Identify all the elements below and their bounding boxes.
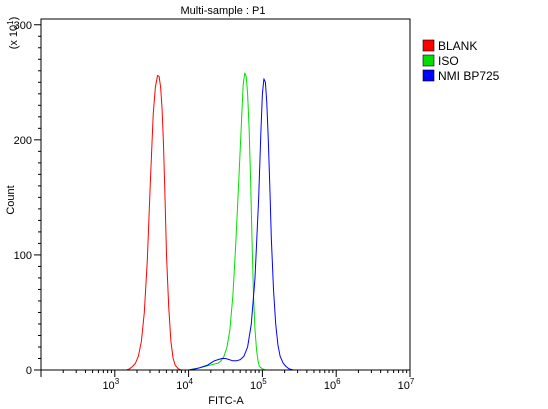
x-tick-label: 105 <box>250 377 267 392</box>
series-line-2 <box>188 72 270 371</box>
y-tick-label: 300 <box>14 20 32 32</box>
legend-label: BLANK <box>438 39 477 53</box>
x-axis-title: FITC-A <box>208 395 244 407</box>
series-line-1 <box>126 74 182 371</box>
legend-label: NMI BP725 <box>438 69 500 83</box>
y-axis-title: Count <box>5 185 17 214</box>
y-multiplier-label: (x 101) <box>6 17 20 50</box>
y-tick-label: 200 <box>14 135 32 147</box>
chart-title: Multi-sample : P1 <box>181 5 266 17</box>
x-tick-label: 106 <box>324 377 341 392</box>
axes-layer: 103 104 105 106 107 0 100 200 300 <box>14 18 415 392</box>
legend-swatch <box>422 54 435 67</box>
y-multiplier-suffix: ) <box>8 17 20 21</box>
series-layer <box>126 72 298 371</box>
x-tick-label: 104 <box>176 377 193 392</box>
x-tick-label: 107 <box>398 377 415 392</box>
legend-swatch <box>422 39 435 52</box>
y-tick-label: 0 <box>26 365 32 377</box>
legend-label: ISO <box>438 54 459 68</box>
y-tick-label: 100 <box>14 250 32 262</box>
series-line-3 <box>188 78 298 371</box>
y-multiplier-prefix: (x 10 <box>8 25 20 49</box>
plot-frame <box>40 18 411 371</box>
legend-swatch <box>422 69 435 82</box>
x-tick-label: 103 <box>102 377 119 392</box>
y-multiplier-exponent: 1 <box>6 20 15 25</box>
